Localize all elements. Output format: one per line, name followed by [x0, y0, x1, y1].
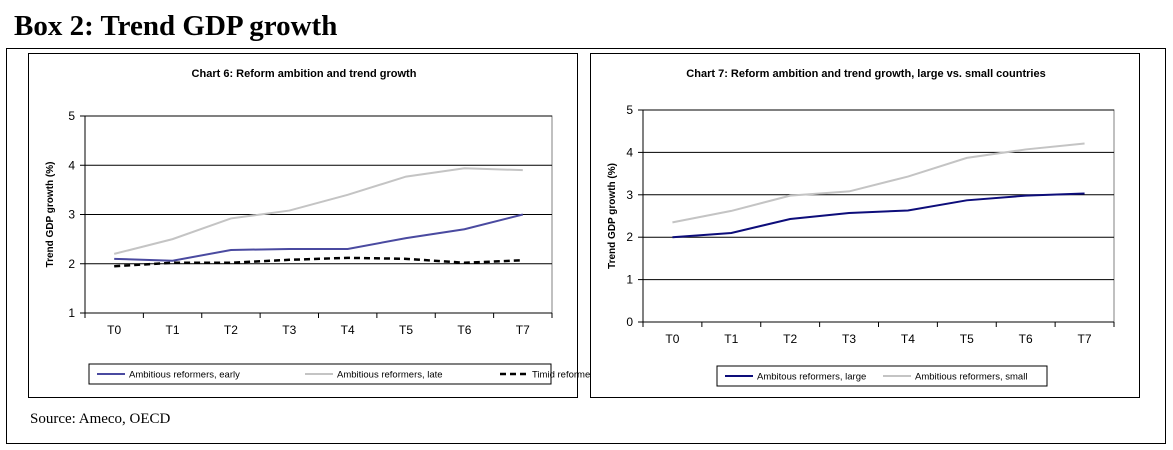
chart-6-x-tick-label: T3	[282, 323, 296, 337]
chart-6-series-line-1	[114, 213, 524, 262]
chart-6-x-tick-label: T7	[516, 323, 530, 337]
chart-6-y-tick-label: 5	[68, 109, 75, 123]
chart-7-series-line-1	[672, 192, 1085, 239]
chart-7-y-axis-label: Trend GDP growth (%)	[607, 163, 618, 269]
chart-7-y-tick-label: 4	[626, 145, 633, 159]
chart-7-legend-label: Ambitious reformers, small	[915, 372, 1027, 383]
chart-6-series-line-2	[113, 167, 523, 255]
chart-7-x-tick-label: T4	[901, 332, 915, 346]
chart-6-legend-label: Ambitious reformers, late	[337, 370, 443, 381]
chart-7-series-line-2	[672, 142, 1085, 224]
chart-6-legend-label: Timid reformers	[532, 370, 598, 381]
chart-6-series-line-3	[114, 256, 523, 268]
chart-6-legend-label: Ambitious reformers, early	[129, 370, 240, 381]
chart-7-panel: Chart 7: Reform ambition and trend growt…	[590, 53, 1140, 398]
chart-7-plot-area	[642, 109, 1115, 323]
chart-6-svg: Chart 6: Reform ambition and trend growt…	[45, 68, 598, 385]
chart-7-x-tick-label: T7	[1078, 332, 1092, 346]
chart-7-x-tick-label: T1	[724, 332, 738, 346]
source-note: Source: Ameco, OECD	[30, 411, 171, 427]
chart-6-x-tick-label: T1	[166, 323, 180, 337]
chart-6-x-tick-label: T2	[224, 323, 238, 337]
chart-6-y-tick-label: 2	[68, 257, 75, 271]
chart-7-x-tick-label: T0	[665, 332, 679, 346]
chart-7-svg: Chart 7: Reform ambition and trend growt…	[607, 68, 1115, 387]
box-title: Box 2: Trend GDP growth	[14, 10, 338, 42]
chart-6-x-tick-label: T4	[341, 323, 355, 337]
chart-7-y-tick-label: 5	[626, 103, 633, 117]
chart-7-x-tick-label: T5	[960, 332, 974, 346]
chart-7-y-tick-label: 3	[626, 188, 633, 202]
chart-6-panel: Chart 6: Reform ambition and trend growt…	[28, 53, 598, 398]
chart-6-y-tick-label: 4	[68, 158, 75, 172]
chart-7-legend	[716, 365, 1048, 387]
chart-7-x-tick-label: T3	[842, 332, 856, 346]
chart-6-x-tick-label: T6	[457, 323, 471, 337]
chart-7-x-tick-label: T2	[783, 332, 797, 346]
chart-7-y-tick-label: 1	[626, 273, 633, 287]
chart-6-x-tick-label: T0	[107, 323, 121, 337]
box-frame	[6, 48, 1166, 444]
chart-7-x-tick-label: T6	[1019, 332, 1033, 346]
chart-6-y-tick-label: 3	[68, 208, 75, 222]
chart-6-y-tick-label: 1	[68, 306, 75, 320]
chart-6-title: Chart 6: Reform ambition and trend growt…	[192, 68, 417, 80]
chart-7-y-tick-label: 0	[626, 315, 633, 329]
chart-7-y-tick-label: 2	[626, 230, 633, 244]
chart-6-x-tick-label: T5	[399, 323, 413, 337]
chart-7-title: Chart 7: Reform ambition and trend growt…	[686, 68, 1045, 80]
chart-6-y-axis-label: Trend GDP growth (%)	[45, 162, 56, 268]
chart-7-legend-label: Ambitous reformers, large	[757, 372, 866, 383]
